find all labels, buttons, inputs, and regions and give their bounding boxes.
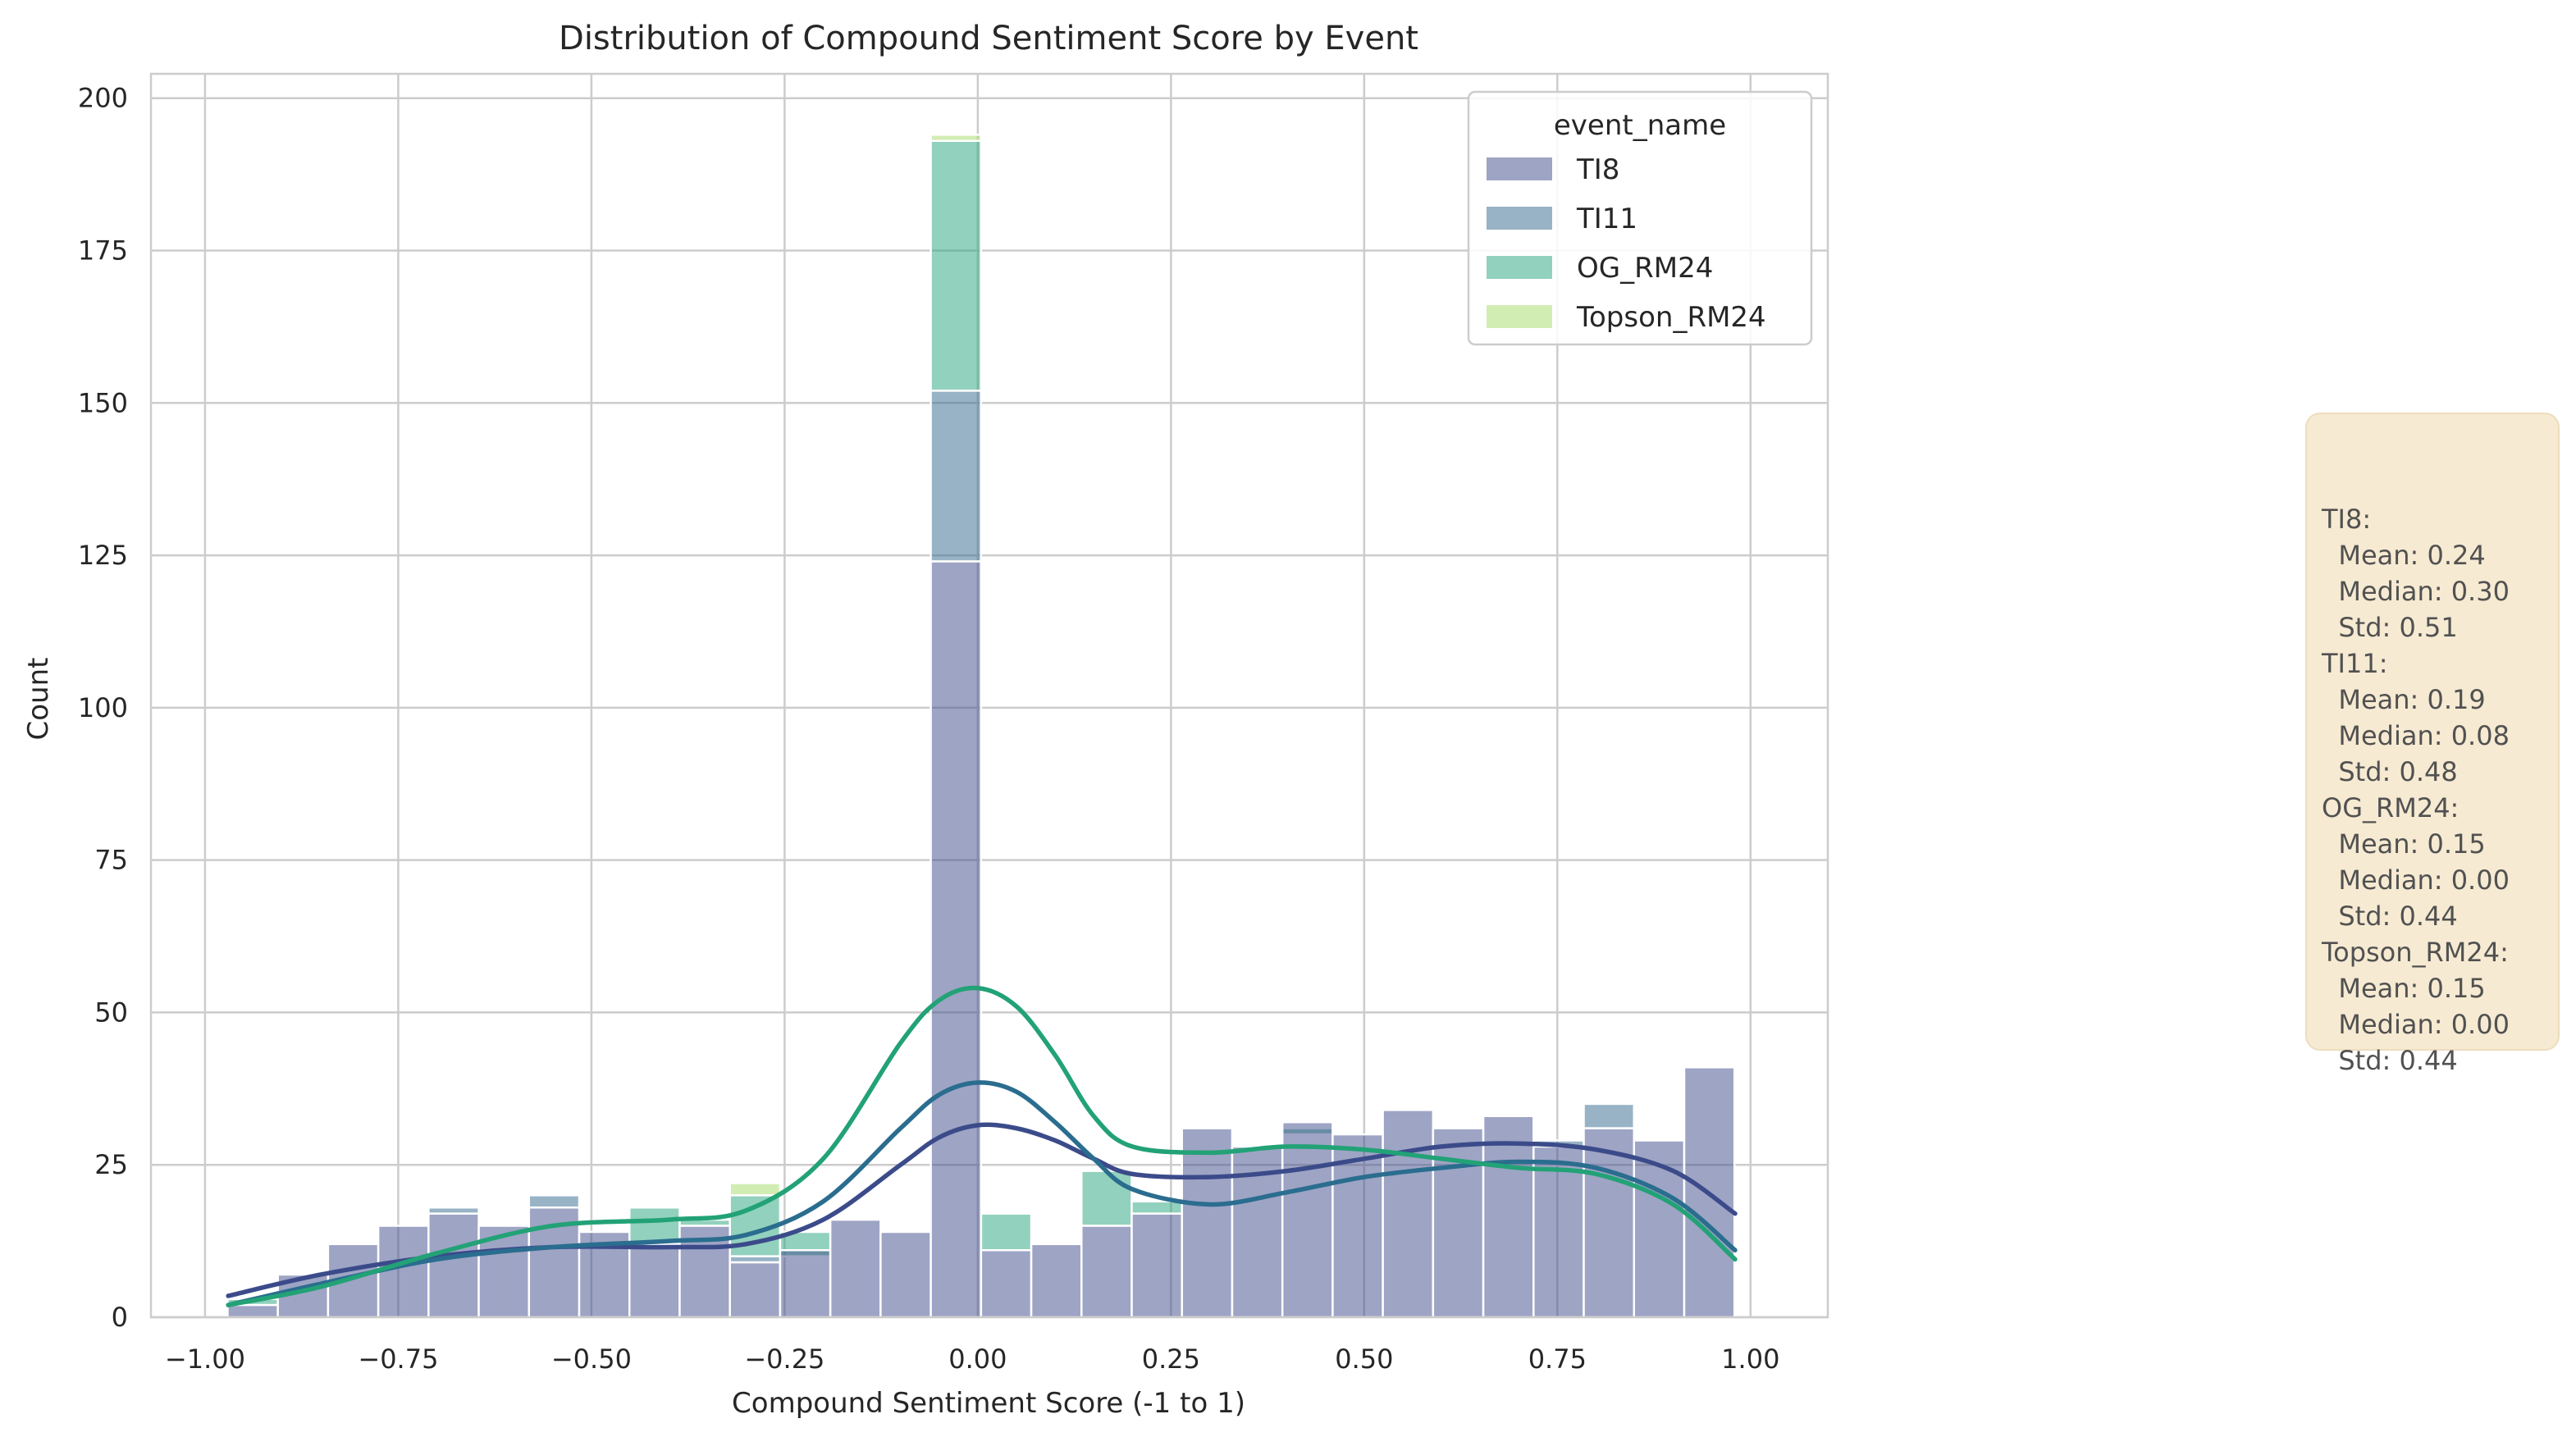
plot-frame bbox=[149, 72, 1829, 1319]
x-tick-label: 0.25 bbox=[1142, 1343, 1200, 1375]
y-tick-label: 100 bbox=[78, 692, 128, 723]
y-tick-label: 25 bbox=[94, 1149, 128, 1180]
x-tick-label: 1.00 bbox=[1721, 1343, 1779, 1375]
y-tick-label: 200 bbox=[78, 83, 128, 114]
kde-line-og-rm24 bbox=[226, 985, 1738, 1307]
y-tick-label: 150 bbox=[78, 387, 128, 418]
stats-line: TI8: bbox=[2322, 504, 2372, 535]
bar-ti8-15 bbox=[980, 1249, 1033, 1319]
legend-swatch-topson-rm24 bbox=[1487, 305, 1552, 328]
stats-line: Median: 0.00 bbox=[2322, 864, 2510, 896]
bar-ti8-17 bbox=[1080, 1225, 1133, 1319]
bar-ti8-10 bbox=[728, 1261, 782, 1319]
bar-ti8-27 bbox=[1583, 1127, 1636, 1319]
bar-ti8-23 bbox=[1382, 1109, 1435, 1319]
x-tick-label: −1.00 bbox=[165, 1343, 245, 1375]
stats-line: Std: 0.44 bbox=[2322, 901, 2458, 932]
bar-ti8-11 bbox=[779, 1249, 832, 1319]
stats-line: Mean: 0.19 bbox=[2322, 684, 2486, 715]
chart-title: Distribution of Compound Sentiment Score… bbox=[559, 20, 1418, 57]
bar-ti8-0 bbox=[226, 1303, 279, 1319]
stats-line: Median: 0.08 bbox=[2322, 720, 2510, 751]
bar-ti8-19 bbox=[1181, 1127, 1234, 1319]
stats-line: Std: 0.44 bbox=[2322, 1045, 2458, 1076]
legend-label-topson-rm24: Topson_RM24 bbox=[1576, 301, 1766, 334]
legend-label-ti11: TI11 bbox=[1576, 203, 1637, 235]
stats-line: OG_RM24: bbox=[2322, 792, 2460, 823]
stats-line: Median: 0.00 bbox=[2322, 1009, 2510, 1040]
bar-ti8-14 bbox=[929, 560, 983, 1319]
bar-og-rm24-18 bbox=[1130, 1200, 1183, 1215]
legend-swatch-ti11 bbox=[1487, 207, 1552, 230]
x-tick-label: −0.25 bbox=[744, 1343, 824, 1375]
y-tick-label: 125 bbox=[78, 540, 128, 571]
stats-line: Mean: 0.15 bbox=[2322, 973, 2486, 1004]
y-tick-label: 0 bbox=[112, 1302, 128, 1333]
y-tick-label: 50 bbox=[94, 997, 128, 1028]
x-tick-label: 0.75 bbox=[1528, 1343, 1587, 1375]
bar-ti8-21 bbox=[1281, 1120, 1334, 1319]
bar-og-rm24-17 bbox=[1080, 1170, 1133, 1227]
legend-swatch-og-rm24 bbox=[1487, 256, 1552, 279]
bar-ti11-27 bbox=[1583, 1102, 1636, 1129]
bar-ti8-8 bbox=[628, 1243, 681, 1319]
bar-og-rm24-14 bbox=[929, 139, 983, 392]
legend-swatch-ti8 bbox=[1487, 157, 1552, 180]
stats-lines: TI8: Mean: 0.24 Median: 0.30 Std: 0.51 TI… bbox=[2322, 501, 2543, 1079]
y-axis-label: Count bbox=[22, 658, 55, 741]
x-tick-label: −0.50 bbox=[551, 1343, 632, 1375]
summary-stats-box: TI8: Mean: 0.24 Median: 0.30 Std: 0.51 TI… bbox=[2305, 413, 2560, 1076]
stats-line: Median: 0.30 bbox=[2322, 576, 2510, 607]
bar-ti8-26 bbox=[1532, 1145, 1585, 1319]
x-axis-label: Compound Sentiment Score (-1 to 1) bbox=[732, 1387, 1245, 1420]
legend-title: event_name bbox=[1554, 109, 1726, 142]
y-tick-label: 75 bbox=[94, 845, 128, 876]
y-tick-labels: 0 25 50 75 100 125 150 175 200 bbox=[78, 83, 128, 1333]
legend-label-og-rm24: OG_RM24 bbox=[1577, 252, 1713, 285]
stats-line: Std: 0.48 bbox=[2322, 756, 2458, 787]
x-tick-label: 0.00 bbox=[948, 1343, 1007, 1375]
kde-curves bbox=[226, 985, 1738, 1307]
x-tick-labels: −1.00 −0.75 −0.50 −0.25 0.00 0.25 0.50 0.75 1.00 bbox=[165, 1343, 1780, 1375]
bar-ti8-16 bbox=[1030, 1243, 1083, 1319]
bar-ti8-18 bbox=[1130, 1212, 1183, 1319]
bar-ti8-25 bbox=[1482, 1115, 1535, 1319]
grid-lines bbox=[151, 74, 1828, 1319]
stats-line: Topson_RM24: bbox=[2322, 937, 2509, 968]
stats-line: Mean: 0.24 bbox=[2322, 540, 2486, 571]
legend-box bbox=[1467, 90, 1813, 346]
bar-ti11-14 bbox=[929, 390, 983, 563]
bar-og-rm24-15 bbox=[980, 1212, 1033, 1252]
bar-ti8-4 bbox=[427, 1212, 480, 1319]
stats-line: Std: 0.51 bbox=[2322, 612, 2458, 643]
bar-ti8-3 bbox=[377, 1225, 430, 1319]
bar-topson-rm24-10 bbox=[728, 1182, 782, 1197]
x-tick-label: 0.50 bbox=[1335, 1343, 1393, 1375]
legend-label-ti8: TI8 bbox=[1576, 153, 1619, 186]
y-tick-label: 175 bbox=[78, 235, 128, 267]
stats-line: Mean: 0.15 bbox=[2322, 828, 2486, 860]
bar-ti8-13 bbox=[879, 1230, 932, 1319]
x-tick-label: −0.75 bbox=[358, 1343, 438, 1375]
bar-og-rm24-8 bbox=[628, 1206, 681, 1246]
bar-ti8-12 bbox=[829, 1218, 882, 1319]
stats-line: TI11: bbox=[2322, 648, 2388, 679]
legend: event_name TI8 TI11 OG_RM24 Topson_RM24 bbox=[1467, 90, 1813, 346]
bar-ti11-6 bbox=[528, 1194, 581, 1209]
